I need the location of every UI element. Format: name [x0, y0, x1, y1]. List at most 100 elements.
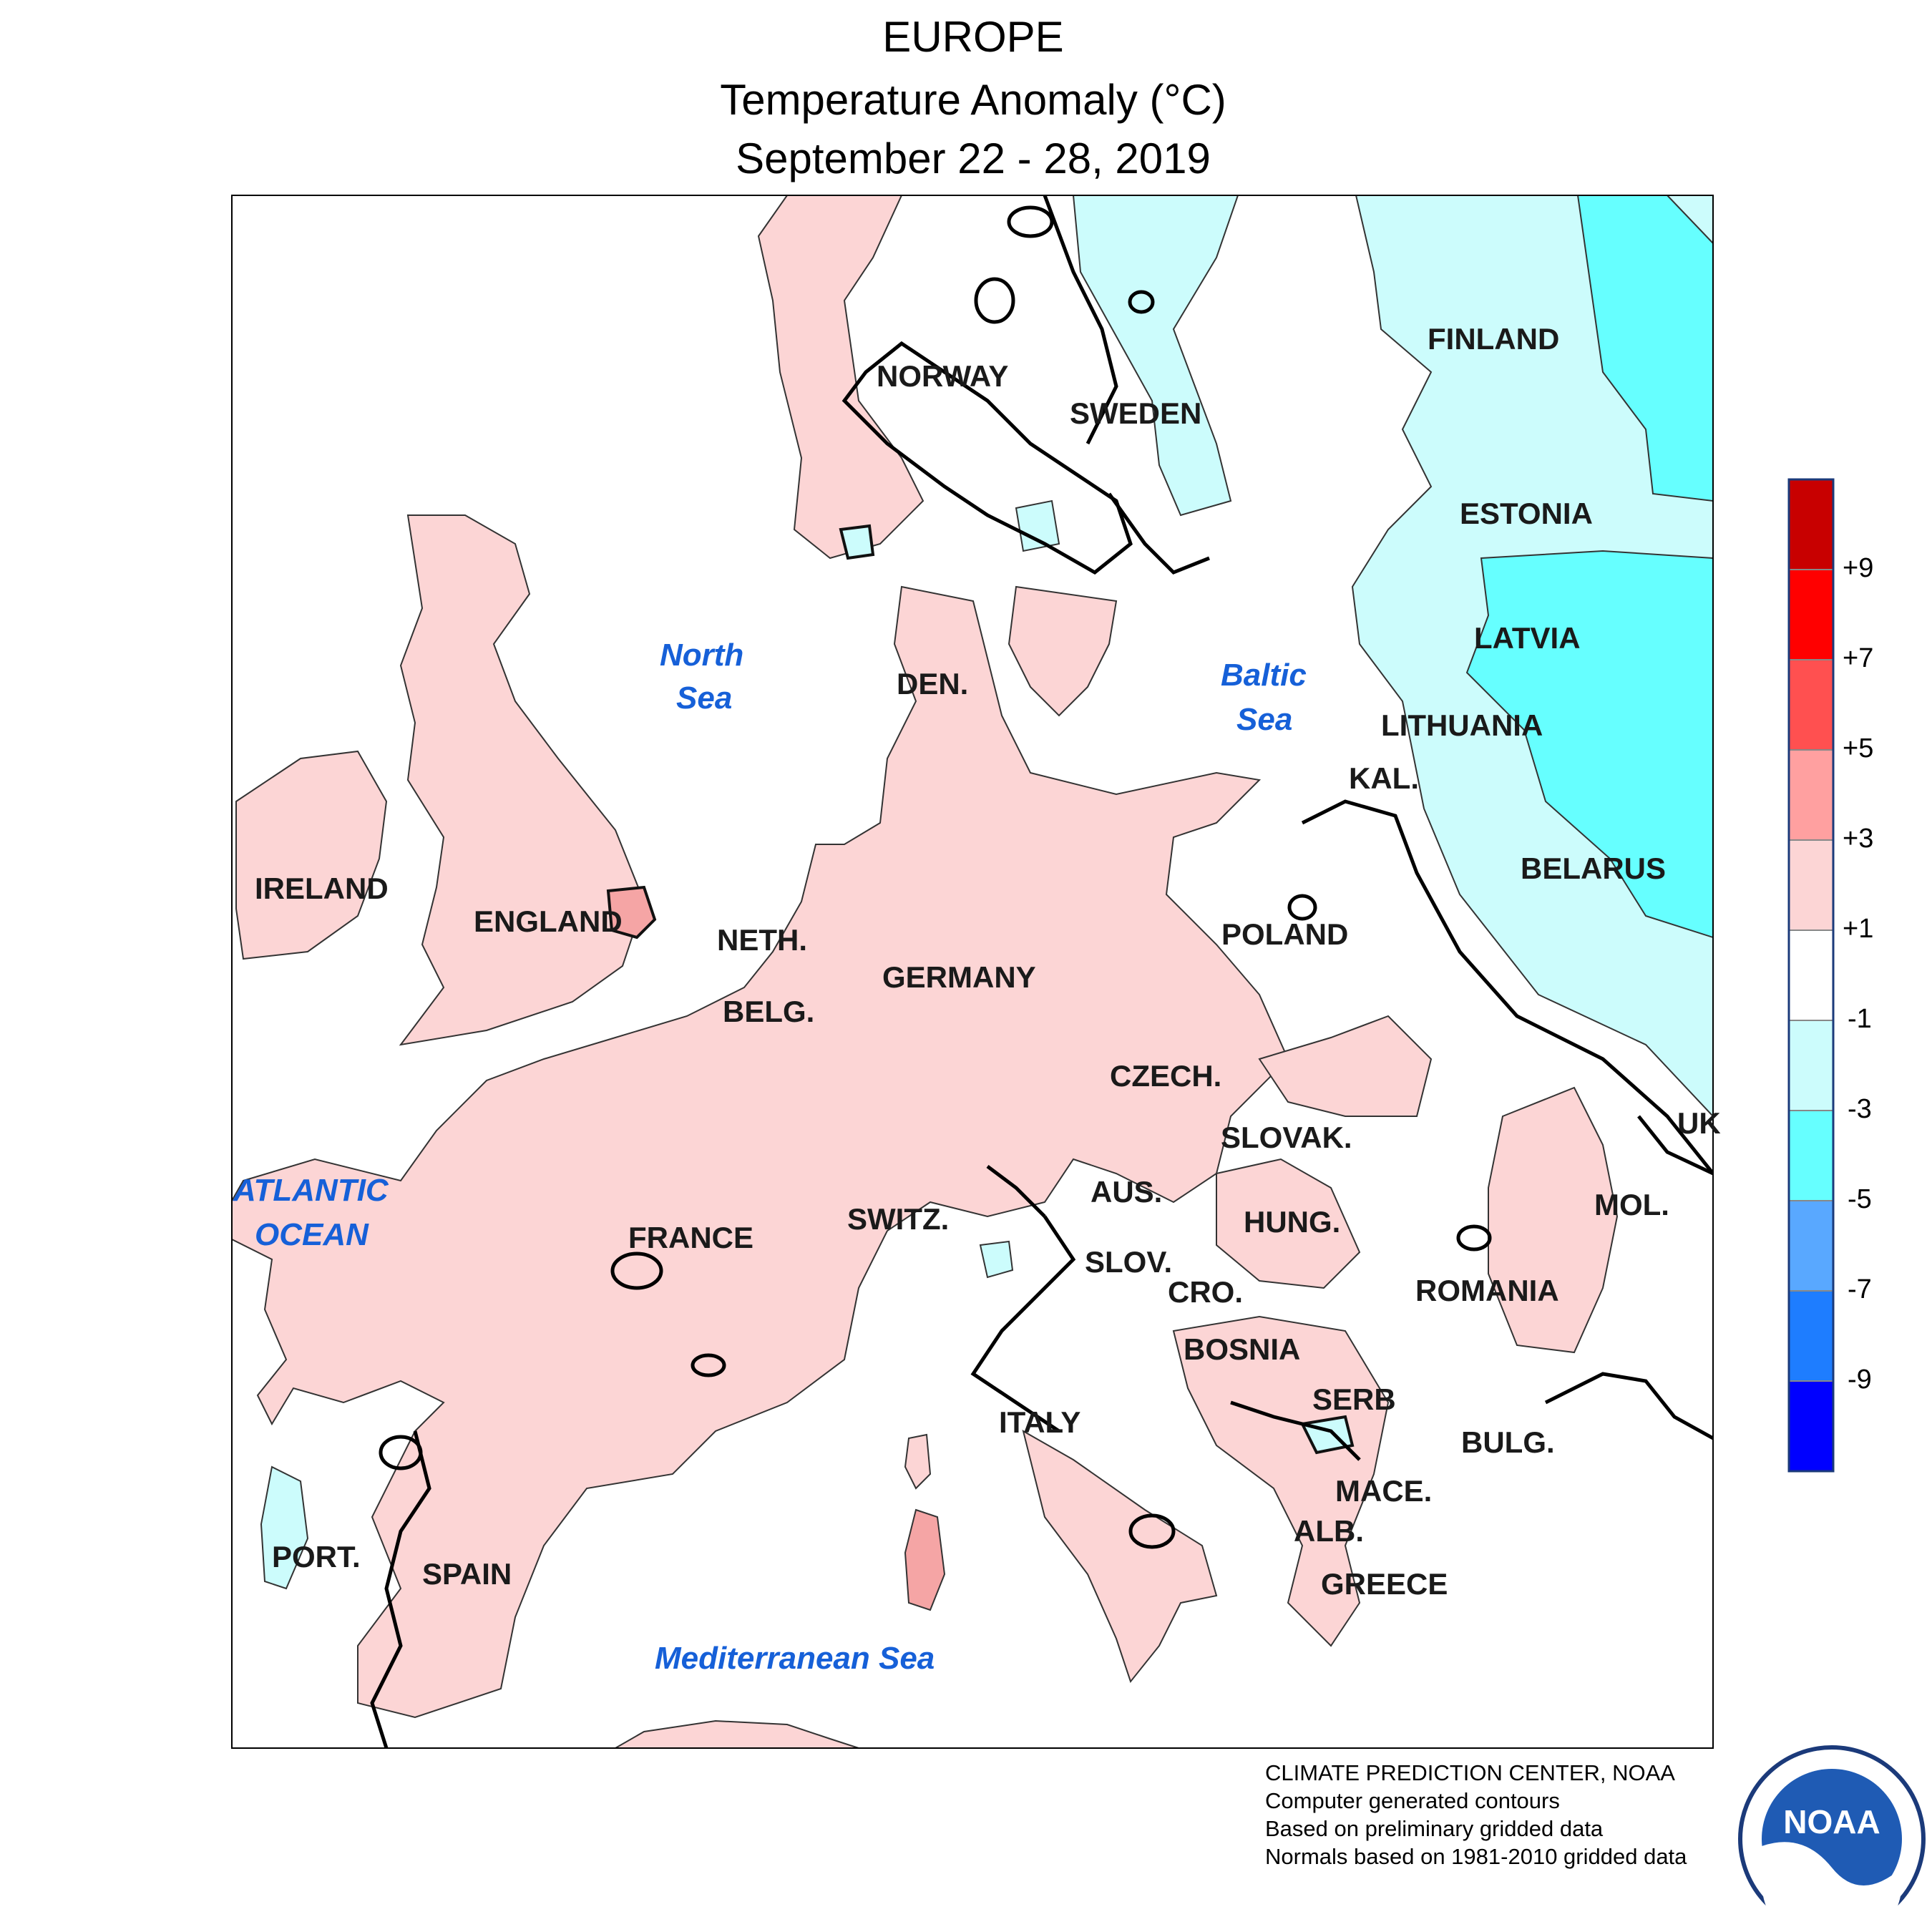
sea-labels: North Sea Baltic Sea ATLANTIC OCEAN Medi…	[233, 638, 1307, 1676]
label-atlantic-line1: ATLANTIC	[233, 1173, 389, 1208]
warm-region-balkans	[1172, 1315, 1390, 1647]
legend-tick-1: +7	[1843, 643, 1873, 673]
label-estonia: ESTONIA	[1460, 497, 1593, 530]
label-north-sea-line1: North	[660, 638, 743, 673]
label-atlantic-line2: OCEAN	[255, 1217, 369, 1252]
label-lithuania: LITHUANIA	[1381, 708, 1543, 742]
cool-region-portugal	[260, 1465, 309, 1590]
legend-box-7	[1788, 1110, 1834, 1201]
map-contents	[232, 195, 1713, 1748]
label-belarus: BELARUS	[1521, 852, 1666, 885]
legend-box-10	[1788, 1380, 1834, 1472]
map-frame	[231, 195, 1714, 1749]
label-latvia: LATVIA	[1474, 621, 1581, 655]
warm-spot-east-anglia	[606, 885, 657, 940]
label-north-sea-line2: Sea	[676, 680, 732, 716]
label-macedonia: MACE.	[1335, 1474, 1432, 1508]
label-albania: ALB.	[1294, 1514, 1364, 1548]
legend-tick-0: +9	[1843, 553, 1873, 583]
logo-text: NOAA	[1783, 1803, 1880, 1840]
legend-tick-4: +1	[1843, 914, 1873, 944]
label-croatia: CRO.	[1168, 1275, 1243, 1309]
label-hungary: HUNG.	[1244, 1205, 1340, 1239]
cool-region-sweden	[1072, 195, 1239, 517]
cool-region-sweden-south	[1015, 499, 1060, 552]
label-sweden: SWEDEN	[1070, 396, 1201, 430]
legend-box-5	[1788, 930, 1834, 1021]
label-netherlands: NETH.	[717, 923, 807, 957]
warm-region-hungary	[1216, 1158, 1361, 1289]
legend-color-boxes	[1787, 478, 1835, 1473]
legend-box-1	[1788, 569, 1834, 660]
legend-box-6	[1788, 1020, 1834, 1111]
label-austria: AUS.	[1091, 1175, 1162, 1209]
credit-line-1: CLIMATE PREDICTION CENTER, NOAA	[1265, 1760, 1675, 1785]
cool-region-east-strong	[1576, 195, 1713, 502]
legend-tick-5: -1	[1848, 1004, 1872, 1034]
noaa-logo: NOAA	[1738, 1745, 1926, 1932]
credit-line-2: Computer generated contours	[1265, 1788, 1560, 1813]
legend-tick-6: -3	[1848, 1094, 1872, 1124]
label-italy: ITALY	[999, 1405, 1080, 1439]
legend-tick-2: +5	[1843, 733, 1873, 763]
warm-region-norway	[757, 195, 924, 560]
warm-region-ireland	[235, 750, 388, 960]
label-slovenia: SLOV.	[1085, 1245, 1172, 1279]
credits-block: CLIMATE PREDICTION CENTER, NOAA Computer…	[1265, 1759, 1687, 1870]
label-denmark: DEN.	[897, 667, 968, 701]
label-moldova: MOL.	[1594, 1188, 1669, 1221]
legend-box-2	[1788, 659, 1834, 751]
warm-region-britain	[399, 514, 645, 1046]
label-portugal: PORT.	[272, 1540, 361, 1574]
cool-spot-norway	[839, 524, 875, 560]
label-serbia: SERB	[1312, 1382, 1396, 1416]
legend-box-8	[1788, 1200, 1834, 1292]
legend-tick-labels: +9 +7 +5 +3 +1 -1 -3 -5 -7 -9	[1843, 553, 1873, 1395]
label-germany: GERMANY	[882, 960, 1036, 994]
label-poland: POLAND	[1221, 917, 1348, 951]
label-belgium: BELG.	[723, 995, 814, 1028]
cool-region-baltic-strong	[1465, 550, 1713, 939]
warm-region-corsica	[904, 1433, 932, 1490]
label-france: FRANCE	[628, 1221, 753, 1254]
label-baltic-sea-line1: Baltic	[1221, 658, 1307, 693]
legend-outline	[1787, 478, 1835, 1473]
label-bosnia: BOSNIA	[1184, 1332, 1300, 1366]
map-product-title: Temperature Anomaly (°C)	[720, 76, 1226, 124]
label-ukraine: UK	[1677, 1106, 1721, 1140]
warm-region-poland-east	[1258, 1015, 1433, 1117]
legend-tick-3: +3	[1843, 824, 1873, 854]
label-norway: NORWAY	[877, 359, 1008, 393]
label-bulgaria: BULG.	[1461, 1425, 1555, 1459]
logo-bird-shape	[1762, 1842, 1902, 1932]
label-mediterranean-sea: Mediterranean Sea	[655, 1641, 935, 1676]
legend-tick-8: -7	[1848, 1274, 1872, 1304]
map-region-title: EUROPE	[882, 13, 1064, 61]
credit-line-3: Based on preliminary gridded data	[1265, 1816, 1604, 1841]
label-england: ENGLAND	[474, 904, 623, 938]
credit-line-4: Normals based on 1981-2010 gridded data	[1265, 1844, 1687, 1869]
map-period-title: September 22 - 28, 2019	[736, 135, 1211, 182]
legend-tick-9: -9	[1848, 1365, 1872, 1395]
label-switzerland: SWITZ.	[847, 1202, 949, 1236]
legend-tick-7: -5	[1848, 1184, 1872, 1214]
legend-box-3	[1788, 749, 1834, 841]
zero-anomaly-contours	[370, 195, 1713, 1748]
label-finland: FINLAND	[1428, 322, 1559, 356]
label-slovakia: SLOVAK.	[1221, 1121, 1352, 1154]
warm-region-italy-south	[1022, 1429, 1218, 1684]
label-ireland: IRELAND	[255, 872, 389, 905]
label-spain: SPAIN	[422, 1557, 512, 1591]
warm-region-sweden-south	[1008, 585, 1118, 717]
warm-region-continent	[232, 585, 1289, 1719]
label-czech: CZECH.	[1110, 1059, 1221, 1093]
legend-box-9	[1788, 1290, 1834, 1382]
label-kaliningrad: KAL.	[1349, 761, 1419, 795]
warm-region-sardinia	[904, 1508, 946, 1611]
label-romania: ROMANIA	[1415, 1274, 1559, 1307]
country-labels: NORWAY SWEDEN FINLAND ESTONIA LATVIA LIT…	[255, 322, 1721, 1601]
warm-region-north-africa	[613, 1719, 859, 1748]
legend-box-0	[1788, 479, 1834, 570]
legend-box-4	[1788, 839, 1834, 931]
